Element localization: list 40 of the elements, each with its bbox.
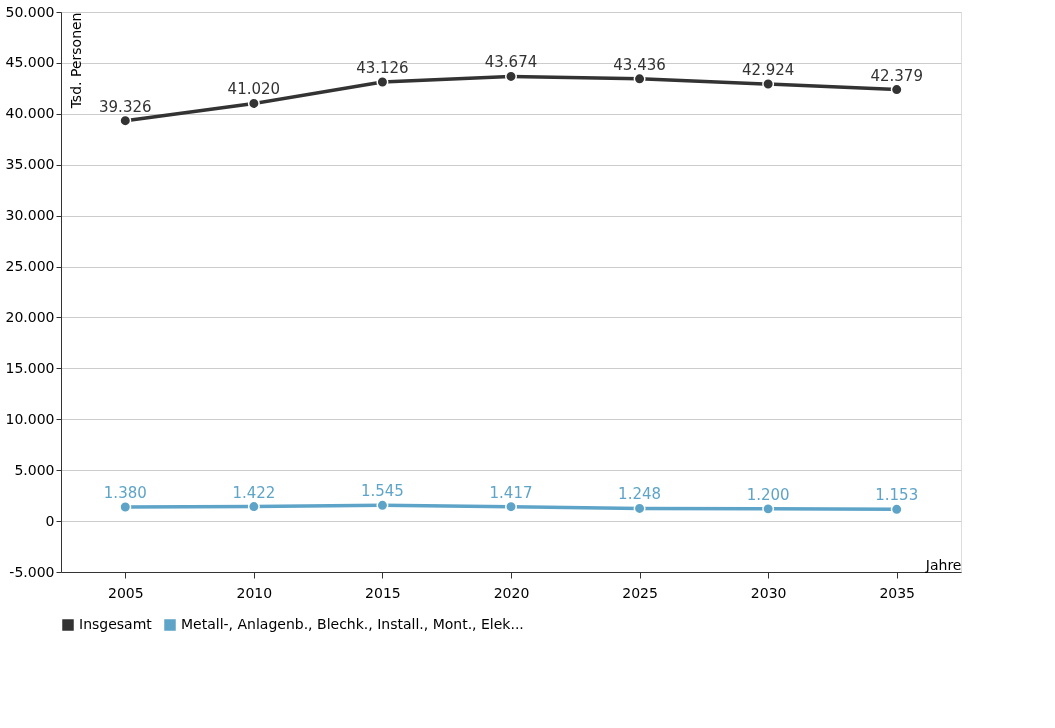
y-tick-label: 35.000 — [5, 156, 55, 173]
data-label: 43.436 — [613, 55, 666, 74]
data-label: 1.248 — [618, 485, 662, 504]
x-tick-label: 2015 — [365, 584, 401, 601]
data-label: 1.422 — [232, 483, 276, 502]
x-tick-label: 2020 — [493, 584, 530, 601]
data-label: 1.380 — [103, 484, 147, 503]
x-tick-label: 2005 — [107, 584, 144, 601]
x-tick-label: 2010 — [236, 584, 273, 601]
x-tick-label: 2035 — [879, 584, 916, 601]
y-tick-label: 45.000 — [5, 54, 55, 71]
y-tick-label: 15.000 — [5, 359, 55, 376]
point — [119, 114, 132, 127]
data-label: 1.417 — [489, 483, 533, 502]
data-label: 39.326 — [99, 97, 152, 116]
data-label: 42.379 — [870, 66, 923, 85]
x-tick-label: 2025 — [622, 584, 658, 601]
point — [376, 499, 389, 512]
data-label: 42.924 — [741, 61, 795, 80]
y-tick-label: 40.000 — [5, 105, 55, 122]
data-label: 1.200 — [746, 485, 790, 504]
point — [376, 76, 389, 88]
data-label: 1.153 — [875, 486, 919, 505]
legend-label: Insgesamt — [79, 616, 153, 632]
data-label: 41.020 — [227, 80, 281, 99]
y-tick-label: 30.000 — [5, 207, 55, 224]
y-tick-label: 10.000 — [5, 410, 55, 427]
x-tick-label: 2030 — [750, 584, 787, 601]
y-tick-label: 0 — [45, 512, 55, 529]
y-tick-label: 50.000 — [5, 3, 55, 20]
legend-label: Metall-, Anlagenb., Blechk., Install., Mont., Elek... — [181, 616, 524, 632]
y-tick-label: -5.000 — [9, 563, 55, 580]
data-label: 43.126 — [356, 58, 409, 77]
x-axis-title: Jahre — [924, 556, 962, 573]
y-axis-title: Tsd. Personen — [67, 12, 84, 110]
y-tick-label: 25.000 — [5, 258, 55, 275]
data-label: 1.545 — [360, 482, 404, 501]
y-tick-label: 20.000 — [5, 308, 55, 325]
data-label: 43.674 — [484, 53, 538, 72]
y-tick-label: 5.000 — [14, 461, 55, 478]
